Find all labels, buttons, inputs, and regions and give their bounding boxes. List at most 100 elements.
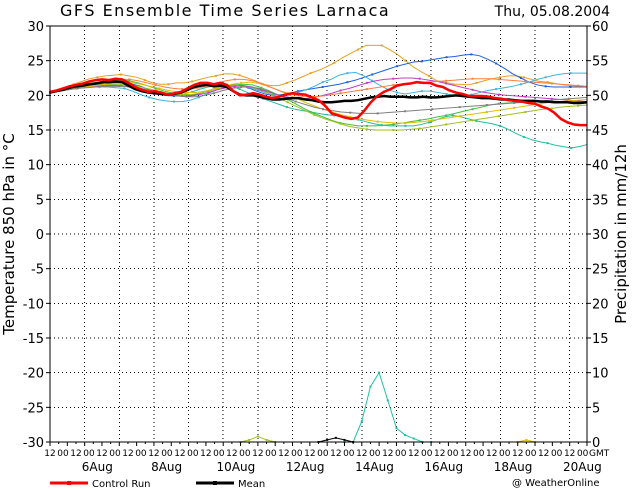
member-series-point	[167, 83, 170, 86]
member-series-point	[101, 84, 104, 87]
x-hour-label: 12	[564, 449, 575, 459]
left-tick-label: -10	[23, 297, 44, 312]
member-series-point	[143, 79, 146, 82]
member-series-point	[365, 124, 368, 127]
control-series-point	[363, 109, 366, 112]
member-series-point	[321, 81, 324, 84]
x-hour-label: 00	[187, 449, 199, 459]
member-series-point	[445, 56, 448, 59]
member-series-point	[128, 78, 131, 81]
left-tick-label: 5	[36, 193, 44, 208]
member-series-point	[471, 108, 474, 111]
member-series-point	[240, 81, 243, 84]
member-series-point	[471, 119, 474, 122]
member-series-point	[428, 121, 431, 124]
member-series-point	[154, 87, 157, 90]
member-series-point	[519, 77, 522, 79]
left-tick-label: 25	[27, 55, 44, 70]
control-series-point	[422, 81, 425, 84]
control-series-point	[304, 93, 307, 96]
member-series-point	[380, 44, 383, 47]
left-axis-ticks: -30 -25 -20 -15 -10 -5 0 5 10 15 20 25 30	[23, 20, 50, 451]
x-hour-label: 12	[486, 449, 497, 459]
member-series-point	[395, 65, 398, 68]
member-series-point	[392, 129, 395, 131]
member-series-line	[49, 71, 587, 103]
member-series-point	[238, 88, 241, 91]
member-series-point	[285, 106, 288, 109]
member-series-point	[191, 80, 194, 83]
x-hour-label: 12	[382, 449, 393, 459]
member-series-point	[212, 88, 215, 91]
x-hour-label: 00	[265, 449, 277, 459]
member-series-point	[103, 85, 106, 88]
left-tick-label: -15	[23, 332, 44, 347]
member-series-point	[522, 135, 525, 138]
x-hour-label: 00	[343, 449, 355, 459]
x-date-label: 10Aug	[217, 460, 256, 474]
member-series-point	[577, 84, 580, 87]
member-series-point	[475, 81, 478, 84]
right-tick-label: 55	[592, 55, 609, 70]
member-series-point	[550, 97, 553, 100]
x-axis-ticks: 12 00 12 00 12 00 12 00 12 00 12 00 12 00 12 00 12 00 12 00…	[44, 442, 610, 474]
member-series-point	[197, 96, 200, 99]
member-series-point	[499, 124, 502, 127]
member-series-point	[321, 86, 324, 89]
member-series-line	[49, 83, 588, 131]
member-series-point	[524, 95, 527, 98]
member-series-point	[570, 147, 573, 150]
right-tick-label: 40	[592, 159, 609, 174]
member-series-point	[185, 95, 188, 98]
member-series-point	[470, 93, 473, 96]
x-hour-label: 00	[473, 449, 485, 459]
member-series-point	[376, 112, 379, 115]
member-series-point	[485, 104, 488, 107]
gmt-label: GMT	[589, 449, 610, 459]
legend-mean-label: Mean	[238, 479, 265, 489]
member-series-point	[445, 123, 448, 126]
x-hour-label: 12	[460, 449, 471, 459]
member-series-point	[207, 90, 210, 93]
member-series-point	[392, 83, 395, 86]
member-series-point	[96, 76, 99, 79]
member-series-point	[346, 81, 349, 84]
member-series-line	[49, 81, 588, 124]
control-series-point	[206, 81, 209, 84]
member-series-point	[313, 112, 316, 115]
member-series-point	[260, 86, 263, 89]
mean-series-point	[343, 99, 346, 102]
member-series-point	[445, 79, 448, 82]
member-series-point	[260, 82, 263, 85]
member-series-point	[497, 78, 500, 81]
x-hour-label: 12	[44, 449, 55, 459]
member-series-point	[495, 62, 498, 65]
x-hour-label: 12	[512, 449, 523, 459]
control-series-point	[579, 124, 582, 127]
member-series-point	[458, 115, 461, 118]
member-series-point	[333, 61, 336, 64]
right-axis-ticks: 0 5 10 15 20 25 30 35 40 45 50 55 60	[587, 20, 609, 451]
member-series-point	[418, 77, 421, 80]
x-hour-label: 12	[278, 449, 289, 459]
control-series-point	[107, 79, 110, 82]
x-date-label: 6Aug	[82, 460, 113, 474]
control-series-point	[245, 93, 248, 96]
x-date-label: 18Aug	[494, 460, 533, 474]
control-series-point	[68, 85, 71, 88]
member-series-point	[497, 115, 500, 118]
member-series-point	[313, 95, 316, 98]
member-series-point	[544, 76, 547, 79]
x-hour-label: 00	[239, 449, 251, 459]
control-series-point	[284, 93, 287, 96]
member-series-point	[569, 72, 572, 75]
member-series-point	[451, 114, 454, 117]
x-hour-label: 12	[304, 449, 315, 459]
control-series-point	[166, 93, 169, 96]
mean-series-point	[579, 101, 582, 104]
x-hour-label: 00	[551, 449, 563, 459]
member-series-point	[495, 88, 498, 91]
member-series-point	[339, 122, 342, 125]
member-series-point	[392, 77, 395, 80]
legend-mean-marker	[213, 481, 217, 485]
